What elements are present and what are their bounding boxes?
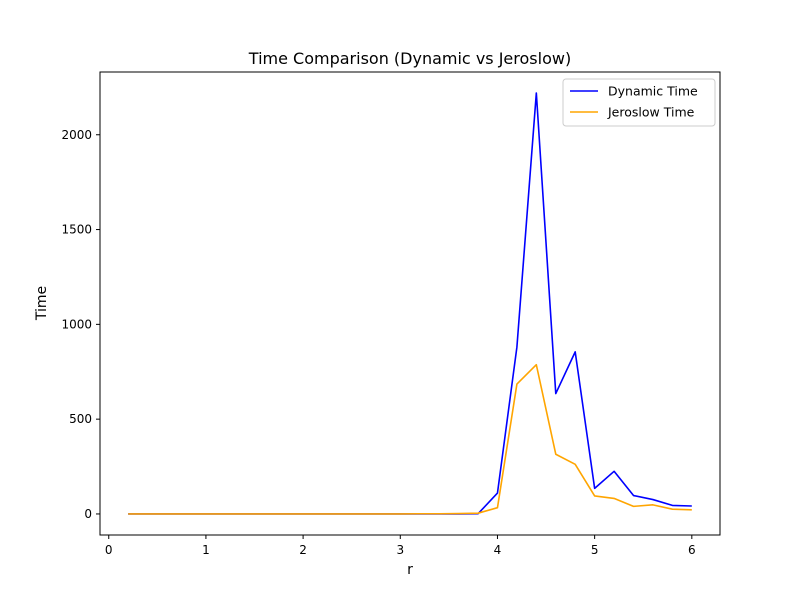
- x-tick-label: 5: [591, 543, 599, 557]
- y-tick-label: 1500: [61, 223, 92, 237]
- y-tick-label: 500: [69, 412, 92, 426]
- y-axis-label: Time: [34, 286, 50, 321]
- legend-label: Dynamic Time: [608, 84, 698, 99]
- legend: Dynamic Time Jeroslow Time: [562, 78, 716, 127]
- x-tick-label: 4: [494, 543, 502, 557]
- legend-label: Jeroslow Time: [607, 105, 695, 120]
- legend-box: [562, 78, 716, 127]
- axes-frame: [99, 71, 721, 536]
- plot-area: 0 1 2 3 4 5 6 0 500 1000 1500 2000: [61, 92, 696, 557]
- x-tick-label: 0: [105, 543, 113, 557]
- y-tick-label: 1000: [61, 317, 92, 331]
- y-tick-label: 0: [84, 507, 92, 521]
- chart-title: Time Comparison (Dynamic vs Jeroslow): [248, 49, 571, 68]
- x-tick-label: 2: [299, 543, 307, 557]
- series-line-jeroslow-time: [128, 363, 692, 515]
- x-tick-label: 1: [202, 543, 210, 557]
- x-axis-label: r: [407, 562, 413, 578]
- y-tick-label: 2000: [61, 128, 92, 142]
- x-tick-label: 3: [396, 543, 404, 557]
- x-tick-label: 6: [688, 543, 696, 557]
